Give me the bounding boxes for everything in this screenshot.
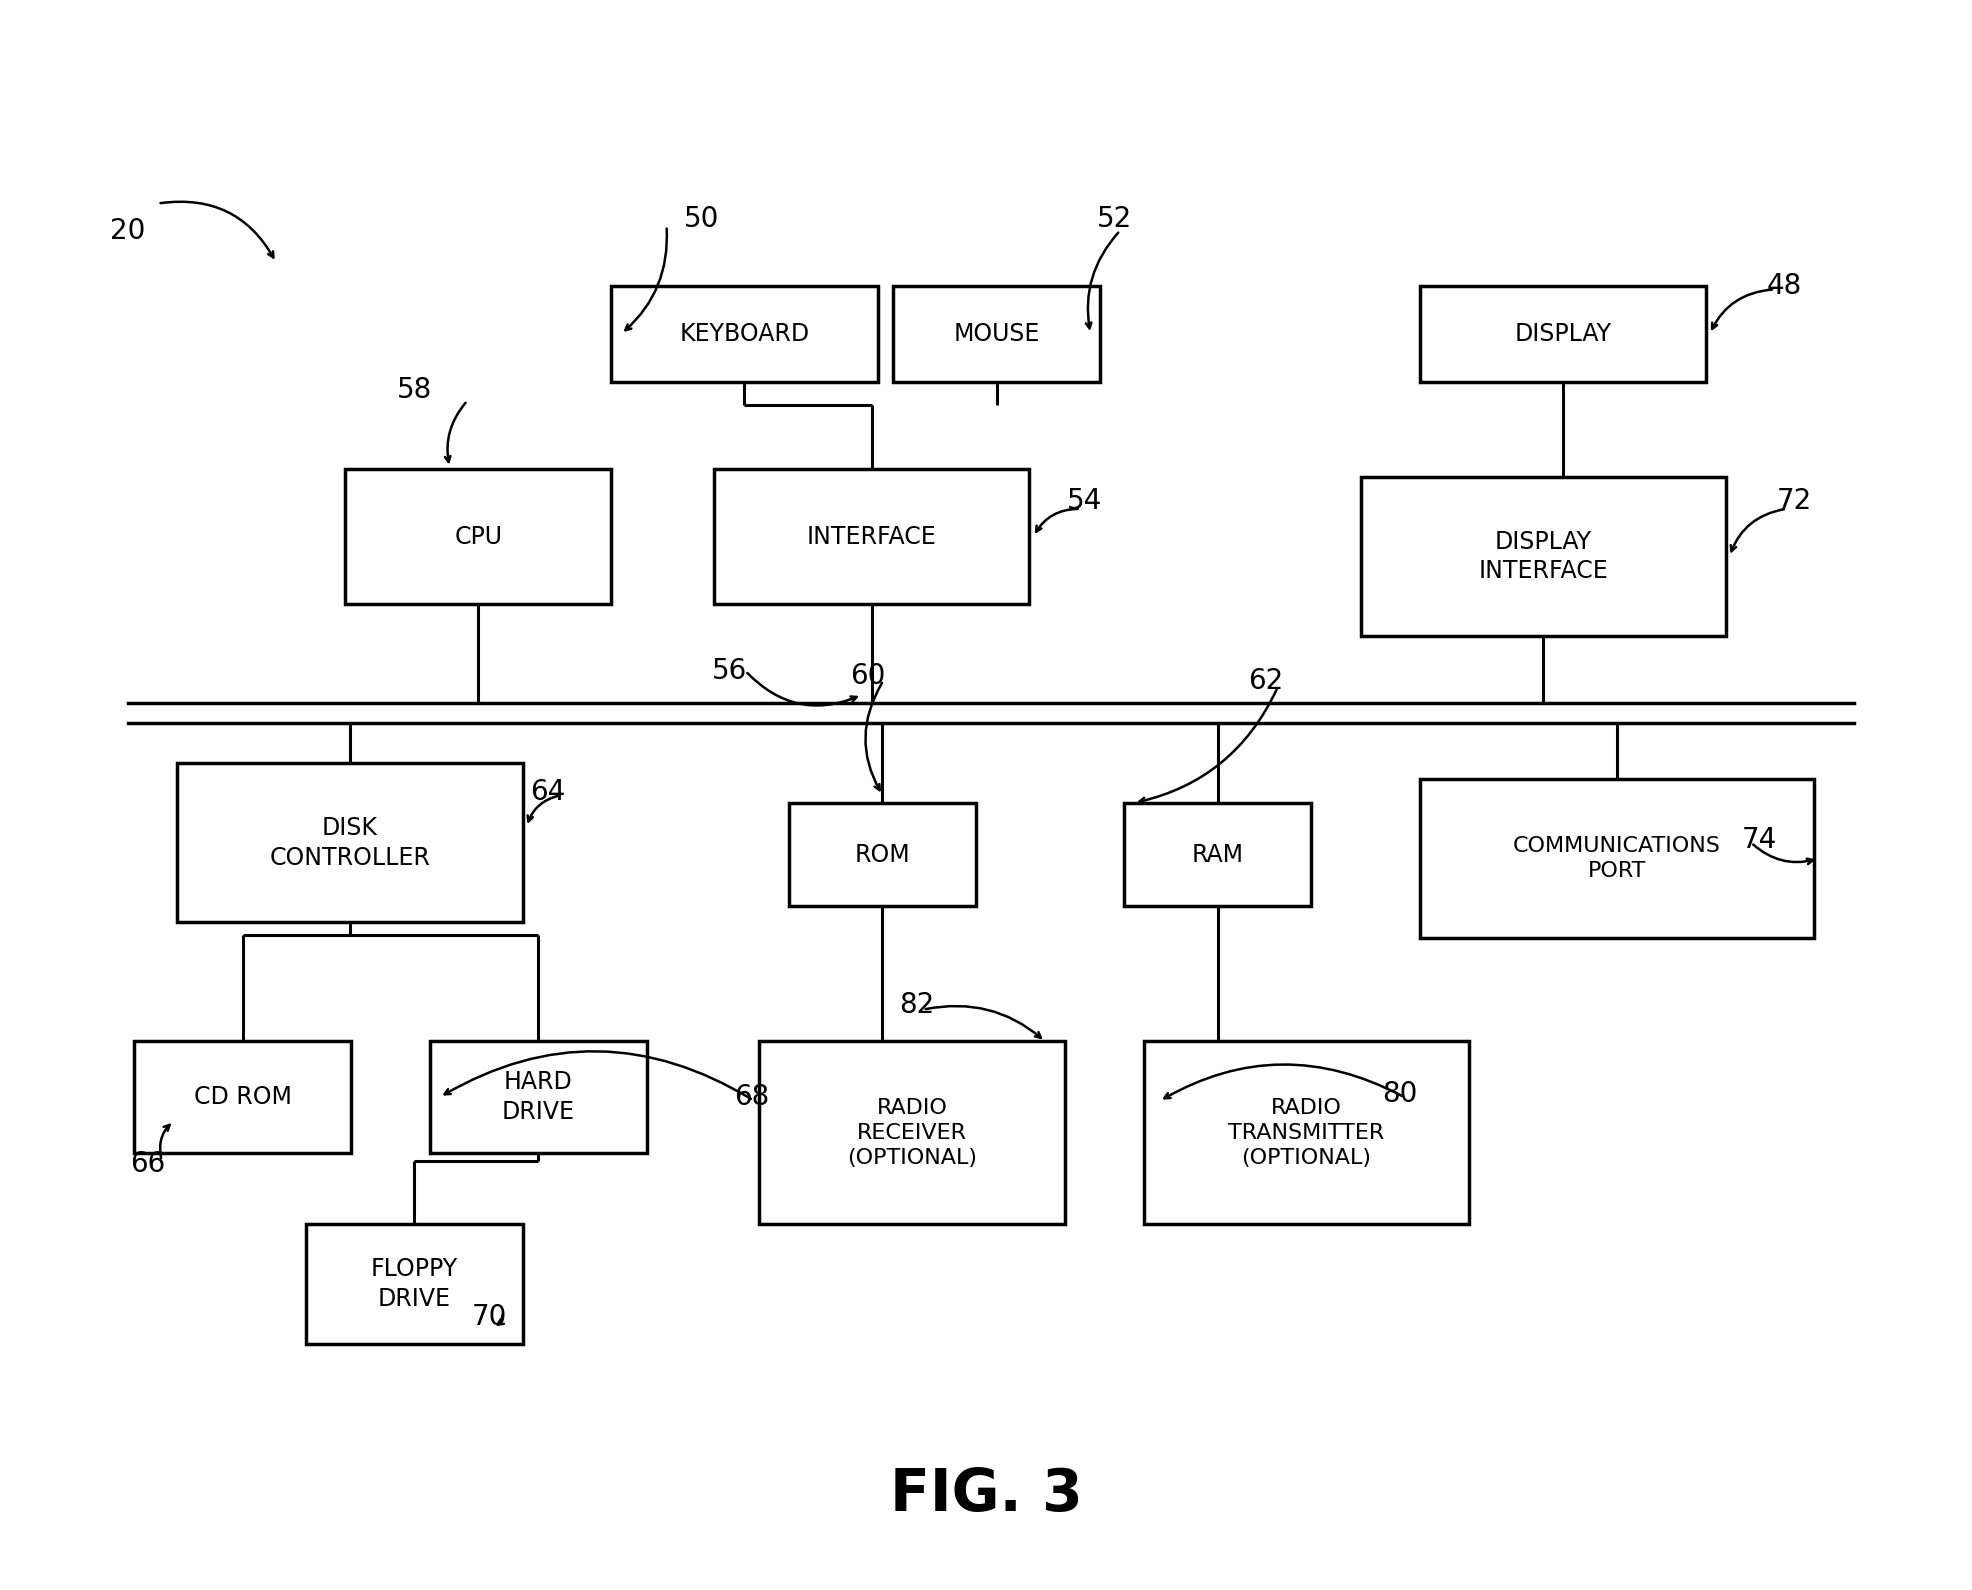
Text: 68: 68 bbox=[734, 1083, 769, 1111]
Bar bbox=[611, 286, 878, 382]
Text: 48: 48 bbox=[1767, 272, 1802, 301]
Text: INTERFACE: INTERFACE bbox=[807, 525, 937, 549]
Bar bbox=[1420, 286, 1706, 382]
Text: CD ROM: CD ROM bbox=[193, 1084, 292, 1110]
Text: KEYBOARD: KEYBOARD bbox=[680, 321, 809, 347]
Text: COMMUNICATIONS
PORT: COMMUNICATIONS PORT bbox=[1513, 836, 1722, 881]
Bar bbox=[430, 1041, 647, 1153]
Text: RADIO
RECEIVER
(OPTIONAL): RADIO RECEIVER (OPTIONAL) bbox=[848, 1099, 976, 1167]
Text: 54: 54 bbox=[1067, 487, 1102, 515]
Text: ROM: ROM bbox=[854, 843, 911, 867]
Bar bbox=[177, 763, 523, 922]
Text: 64: 64 bbox=[530, 778, 566, 806]
Text: DISPLAY: DISPLAY bbox=[1514, 321, 1611, 347]
Text: DISK
CONTROLLER: DISK CONTROLLER bbox=[270, 816, 430, 870]
Text: DISPLAY
INTERFACE: DISPLAY INTERFACE bbox=[1479, 529, 1607, 584]
Bar bbox=[1361, 477, 1726, 636]
Text: MOUSE: MOUSE bbox=[954, 321, 1039, 347]
Text: HARD
DRIVE: HARD DRIVE bbox=[501, 1070, 576, 1124]
Bar bbox=[306, 1224, 523, 1344]
Text: FIG. 3: FIG. 3 bbox=[889, 1466, 1083, 1523]
Text: 66: 66 bbox=[130, 1150, 166, 1178]
Text: 60: 60 bbox=[850, 661, 885, 690]
Bar bbox=[1420, 779, 1814, 938]
Text: 58: 58 bbox=[396, 375, 432, 404]
Bar bbox=[714, 469, 1029, 604]
Text: 80: 80 bbox=[1382, 1080, 1418, 1108]
Text: 74: 74 bbox=[1741, 825, 1777, 854]
Bar bbox=[1144, 1041, 1469, 1224]
Text: 62: 62 bbox=[1248, 666, 1284, 695]
Text: 82: 82 bbox=[899, 991, 935, 1019]
Text: FLOPPY
DRIVE: FLOPPY DRIVE bbox=[371, 1258, 458, 1310]
Text: CPU: CPU bbox=[454, 525, 503, 549]
Text: 70: 70 bbox=[471, 1302, 507, 1331]
Bar bbox=[345, 469, 611, 604]
Text: RAM: RAM bbox=[1191, 843, 1244, 867]
Bar bbox=[759, 1041, 1065, 1224]
Text: 52: 52 bbox=[1096, 205, 1132, 234]
Text: 72: 72 bbox=[1777, 487, 1812, 515]
Bar bbox=[1124, 803, 1311, 906]
Text: 50: 50 bbox=[684, 205, 720, 234]
Bar bbox=[789, 803, 976, 906]
Bar bbox=[134, 1041, 351, 1153]
Text: 56: 56 bbox=[712, 657, 747, 685]
Text: RADIO
TRANSMITTER
(OPTIONAL): RADIO TRANSMITTER (OPTIONAL) bbox=[1229, 1099, 1384, 1167]
Bar bbox=[893, 286, 1100, 382]
Text: 20: 20 bbox=[110, 216, 146, 245]
